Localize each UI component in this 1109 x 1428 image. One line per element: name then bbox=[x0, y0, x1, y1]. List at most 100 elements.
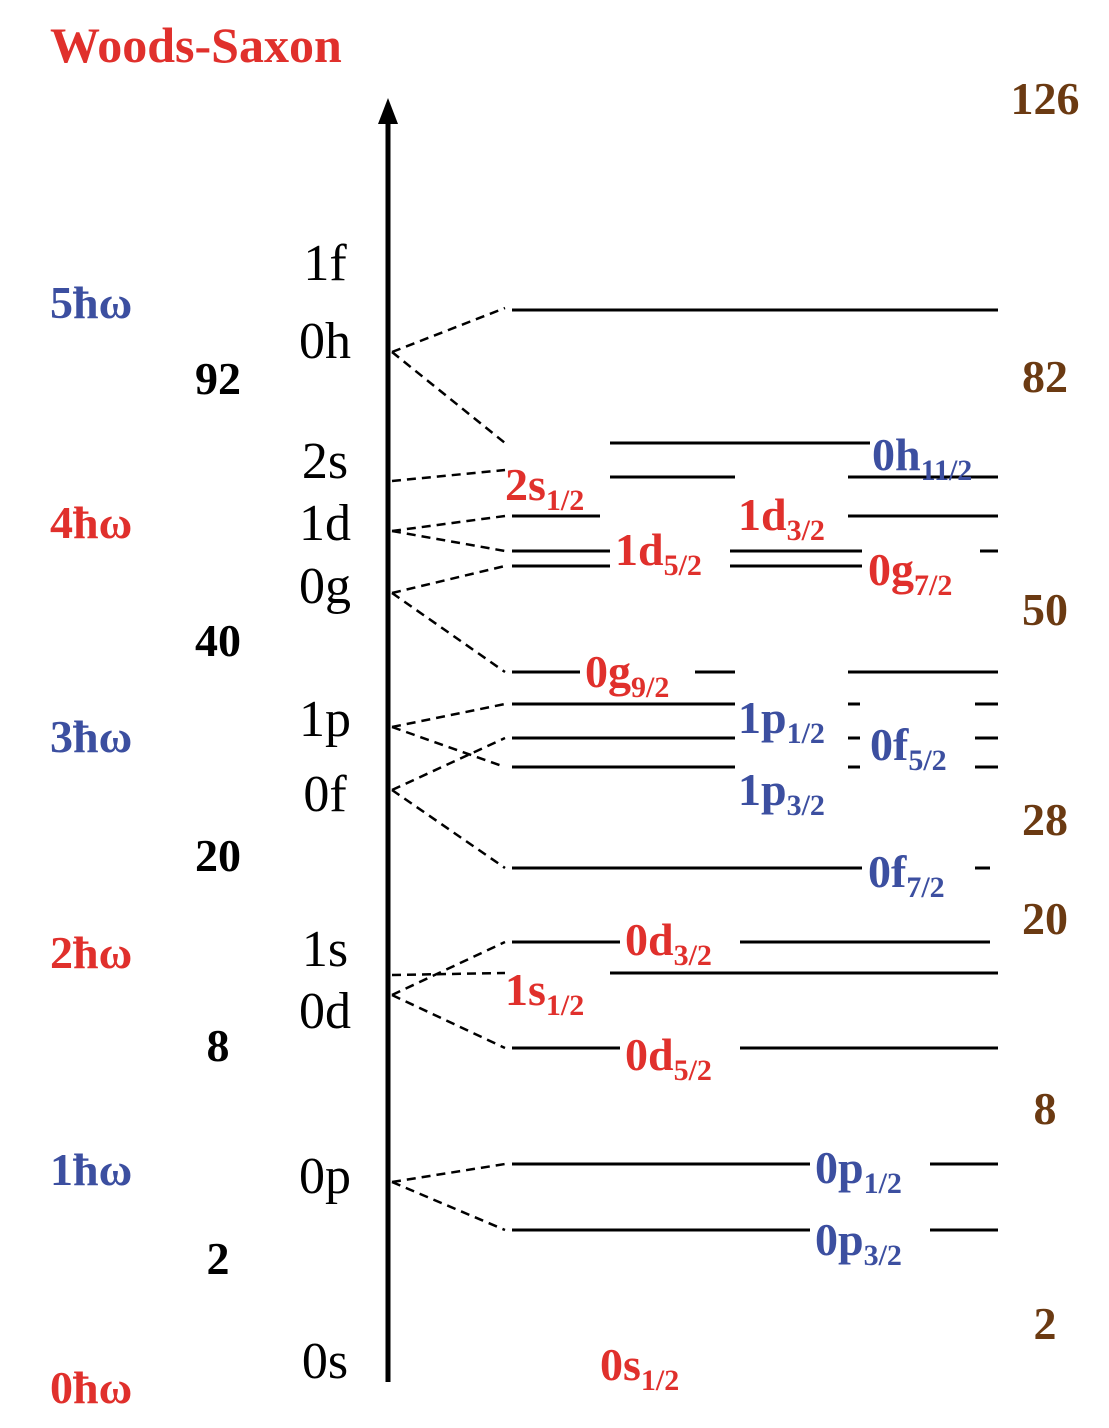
shell-label: 0ħω bbox=[50, 1362, 132, 1413]
orbital-label: 1d bbox=[299, 495, 351, 552]
orbital-label: 0g bbox=[299, 558, 351, 615]
dashed-link bbox=[391, 529, 506, 553]
level-subscript: 3/2 bbox=[787, 789, 825, 822]
dashed-link bbox=[391, 514, 506, 533]
level-subscript: 3/2 bbox=[787, 514, 825, 547]
orbital-label: 0p bbox=[299, 1148, 351, 1205]
level-label: 2s1/2 bbox=[505, 459, 584, 517]
labels: 5ħω4ħω3ħω2ħω1ħω0ħω924020821f0h2s1d0g1p0f… bbox=[50, 73, 1080, 1413]
orbital-label: 0s bbox=[302, 1333, 348, 1390]
dashed-link bbox=[391, 351, 506, 444]
level-name: 0f bbox=[868, 846, 907, 897]
level-name: 1p bbox=[738, 692, 787, 743]
level-subscript: 7/2 bbox=[914, 569, 952, 602]
dashed-link bbox=[391, 702, 506, 729]
level-subscript: 5/2 bbox=[908, 744, 946, 777]
dashed-link bbox=[391, 736, 506, 792]
orbital-label: 1p bbox=[299, 691, 351, 748]
level-subscript: 5/2 bbox=[674, 1054, 712, 1087]
magic-number: 20 bbox=[1022, 893, 1068, 944]
dashed-links bbox=[391, 306, 506, 1232]
level-label: 0d3/2 bbox=[625, 914, 712, 972]
magic-number: 8 bbox=[1034, 1083, 1057, 1134]
level-label: 0f5/2 bbox=[870, 719, 947, 777]
magic-number: 8 bbox=[207, 1020, 230, 1071]
level-subscript: 1/2 bbox=[546, 484, 584, 517]
level-label: 0p3/2 bbox=[815, 1214, 902, 1272]
level-label: 1s1/2 bbox=[505, 964, 584, 1022]
level-subscript: 11/2 bbox=[921, 454, 973, 487]
magic-number: 28 bbox=[1022, 794, 1068, 845]
level-label: 0p1/2 bbox=[815, 1142, 902, 1200]
orbital-label: 0h bbox=[299, 313, 351, 370]
level-subscript: 1/2 bbox=[787, 717, 825, 750]
dashed-link bbox=[391, 564, 506, 595]
level-lines bbox=[512, 308, 998, 1232]
orbital-label: 1s bbox=[302, 921, 348, 978]
level-name: 1p bbox=[738, 764, 787, 815]
magic-number: 40 bbox=[195, 615, 241, 666]
level-label: 1p1/2 bbox=[738, 692, 825, 750]
shell-label: 2ħω bbox=[50, 927, 132, 978]
level-subscript: 1/2 bbox=[864, 1167, 902, 1200]
level-name: 0d bbox=[625, 914, 674, 965]
dashed-link bbox=[391, 1180, 506, 1232]
level-subscript: 1/2 bbox=[641, 1364, 679, 1397]
shell-label: 1ħω bbox=[50, 1144, 132, 1195]
level-label: 0g7/2 bbox=[868, 544, 952, 602]
level-name: 0p bbox=[815, 1214, 864, 1265]
magic-number: 2 bbox=[1034, 1298, 1057, 1349]
level-label: 0s1/2 bbox=[600, 1339, 679, 1397]
orbital-label: 0d bbox=[299, 983, 351, 1040]
level-label: 0g9/2 bbox=[585, 646, 669, 704]
level-label: 0f7/2 bbox=[868, 846, 945, 904]
dashed-link bbox=[391, 971, 506, 977]
level-subscript: 1/2 bbox=[546, 989, 584, 1022]
dashed-link bbox=[391, 788, 506, 870]
level-name: 0s bbox=[600, 1339, 641, 1390]
level-label: 0h11/2 bbox=[872, 429, 972, 487]
dashed-link bbox=[391, 591, 506, 674]
level-subscript: 5/2 bbox=[664, 549, 702, 582]
shell-label: 5ħω bbox=[50, 277, 132, 328]
level-name: 1d bbox=[738, 489, 787, 540]
dashed-link bbox=[391, 940, 506, 997]
magic-number: 2 bbox=[207, 1233, 230, 1284]
magic-number: 50 bbox=[1022, 584, 1068, 635]
orbital-label: 2s bbox=[302, 433, 348, 490]
magic-number: 82 bbox=[1022, 351, 1068, 402]
level-name: 0p bbox=[815, 1142, 864, 1193]
level-label: 1d5/2 bbox=[615, 524, 702, 582]
magic-number: 126 bbox=[1011, 73, 1080, 124]
level-name: 1d bbox=[615, 524, 664, 575]
axis-arrow bbox=[378, 98, 398, 124]
level-name: 2s bbox=[505, 459, 546, 510]
orbital-label: 1f bbox=[303, 235, 347, 292]
level-subscript: 7/2 bbox=[906, 871, 944, 904]
level-name: 0d bbox=[625, 1029, 674, 1080]
level-subscript: 3/2 bbox=[674, 939, 712, 972]
level-label: 0d5/2 bbox=[625, 1029, 712, 1087]
level-name: 0h bbox=[872, 429, 921, 480]
level-subscript: 9/2 bbox=[631, 671, 669, 704]
dashed-link bbox=[391, 1162, 506, 1184]
level-label: 1d3/2 bbox=[738, 489, 825, 547]
dashed-link bbox=[391, 306, 506, 354]
title: Woods-Saxon bbox=[50, 17, 342, 73]
dashed-link bbox=[391, 468, 506, 483]
shell-label: 4ħω bbox=[50, 497, 132, 548]
shell-label: 3ħω bbox=[50, 711, 132, 762]
dashed-link bbox=[391, 993, 506, 1050]
level-name: 1s bbox=[505, 964, 546, 1015]
dashed-link bbox=[391, 725, 506, 769]
orbital-label: 0f bbox=[303, 766, 347, 823]
level-name: 0f bbox=[870, 719, 909, 770]
magic-number: 20 bbox=[195, 830, 241, 881]
level-subscript: 3/2 bbox=[864, 1239, 902, 1272]
level-name: 0g bbox=[868, 544, 914, 595]
magic-number: 92 bbox=[195, 353, 241, 404]
level-label: 1p3/2 bbox=[738, 764, 825, 822]
level-name: 0g bbox=[585, 646, 631, 697]
